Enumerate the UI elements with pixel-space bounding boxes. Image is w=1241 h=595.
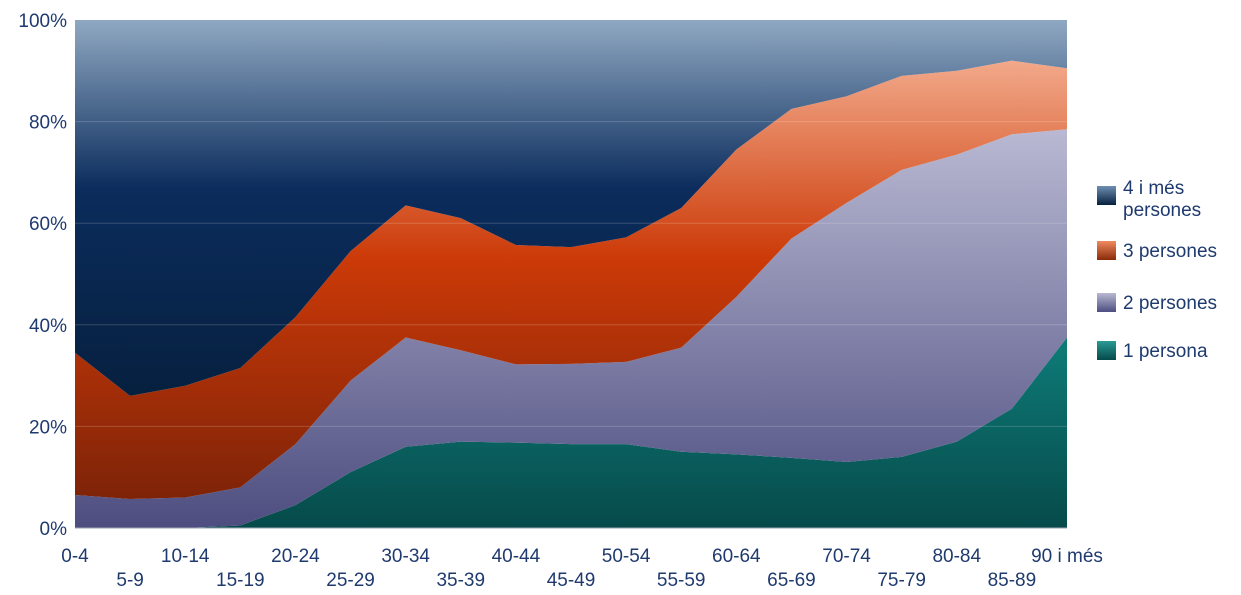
x-axis-ticks: 0-4 5-9 10-14 15-19 20-24 25-29 30-34 35-39 40-4… [61, 546, 1103, 591]
x-tick-label: 20-24 [271, 546, 320, 567]
x-tick-label: 35-39 [436, 570, 485, 590]
legend-item-3-persones: 3 persones [1097, 241, 1217, 262]
x-tick-label: 30-34 [381, 546, 430, 567]
legend-label: 2 persones [1123, 293, 1217, 314]
y-axis-ticks: 0% 20% 40% 60% 80% 100% [18, 11, 67, 540]
plot-areas [75, 20, 1067, 528]
legend-swatch [1097, 241, 1116, 260]
x-tick-label: 55-59 [657, 570, 706, 590]
legend-label: 1 persona [1123, 341, 1208, 362]
x-tick-label: 5-9 [116, 570, 143, 590]
area-4-i-m-s-persones [75, 20, 1067, 396]
x-tick-label: 60-64 [712, 546, 761, 567]
legend-label: 4 i més [1123, 178, 1184, 199]
y-tick-label: 20% [29, 417, 67, 438]
y-tick-label: 60% [29, 214, 67, 235]
y-tick-label: 0% [40, 519, 68, 540]
legend-swatch [1097, 341, 1116, 360]
legend-item-2-persones: 2 persones [1097, 293, 1217, 314]
gridlines [75, 121, 1067, 529]
x-tick-label: 25-29 [326, 570, 375, 590]
x-tick-label: 15-19 [216, 570, 265, 590]
x-tick-label: 10-14 [161, 546, 210, 567]
area-1-persona [75, 337, 1067, 528]
x-tick-label: 45-49 [547, 570, 596, 590]
area-3-persones [75, 60, 1067, 500]
legend-label: persones [1123, 200, 1201, 221]
x-tick-label: 75-79 [877, 570, 926, 590]
x-tick-label: 40-44 [492, 546, 541, 567]
x-tick-label: 80-84 [932, 546, 981, 567]
x-tick-label: 90 i més [1031, 546, 1103, 567]
x-tick-label: 85-89 [988, 570, 1037, 590]
x-tick-label: 0-4 [61, 546, 89, 567]
x-tick-label: 50-54 [602, 546, 651, 567]
legend-swatch [1097, 293, 1116, 312]
x-tick-label: 70-74 [822, 546, 871, 567]
legend-label: 3 persones [1123, 241, 1217, 262]
x-tick-label: 65-69 [767, 570, 816, 590]
legend-item-1-persona: 1 persona [1097, 341, 1208, 362]
y-tick-label: 80% [29, 113, 67, 134]
y-tick-label: 100% [18, 11, 67, 32]
y-tick-label: 40% [29, 316, 67, 337]
legend-swatch [1097, 186, 1116, 205]
area-2-persones [75, 129, 1067, 528]
